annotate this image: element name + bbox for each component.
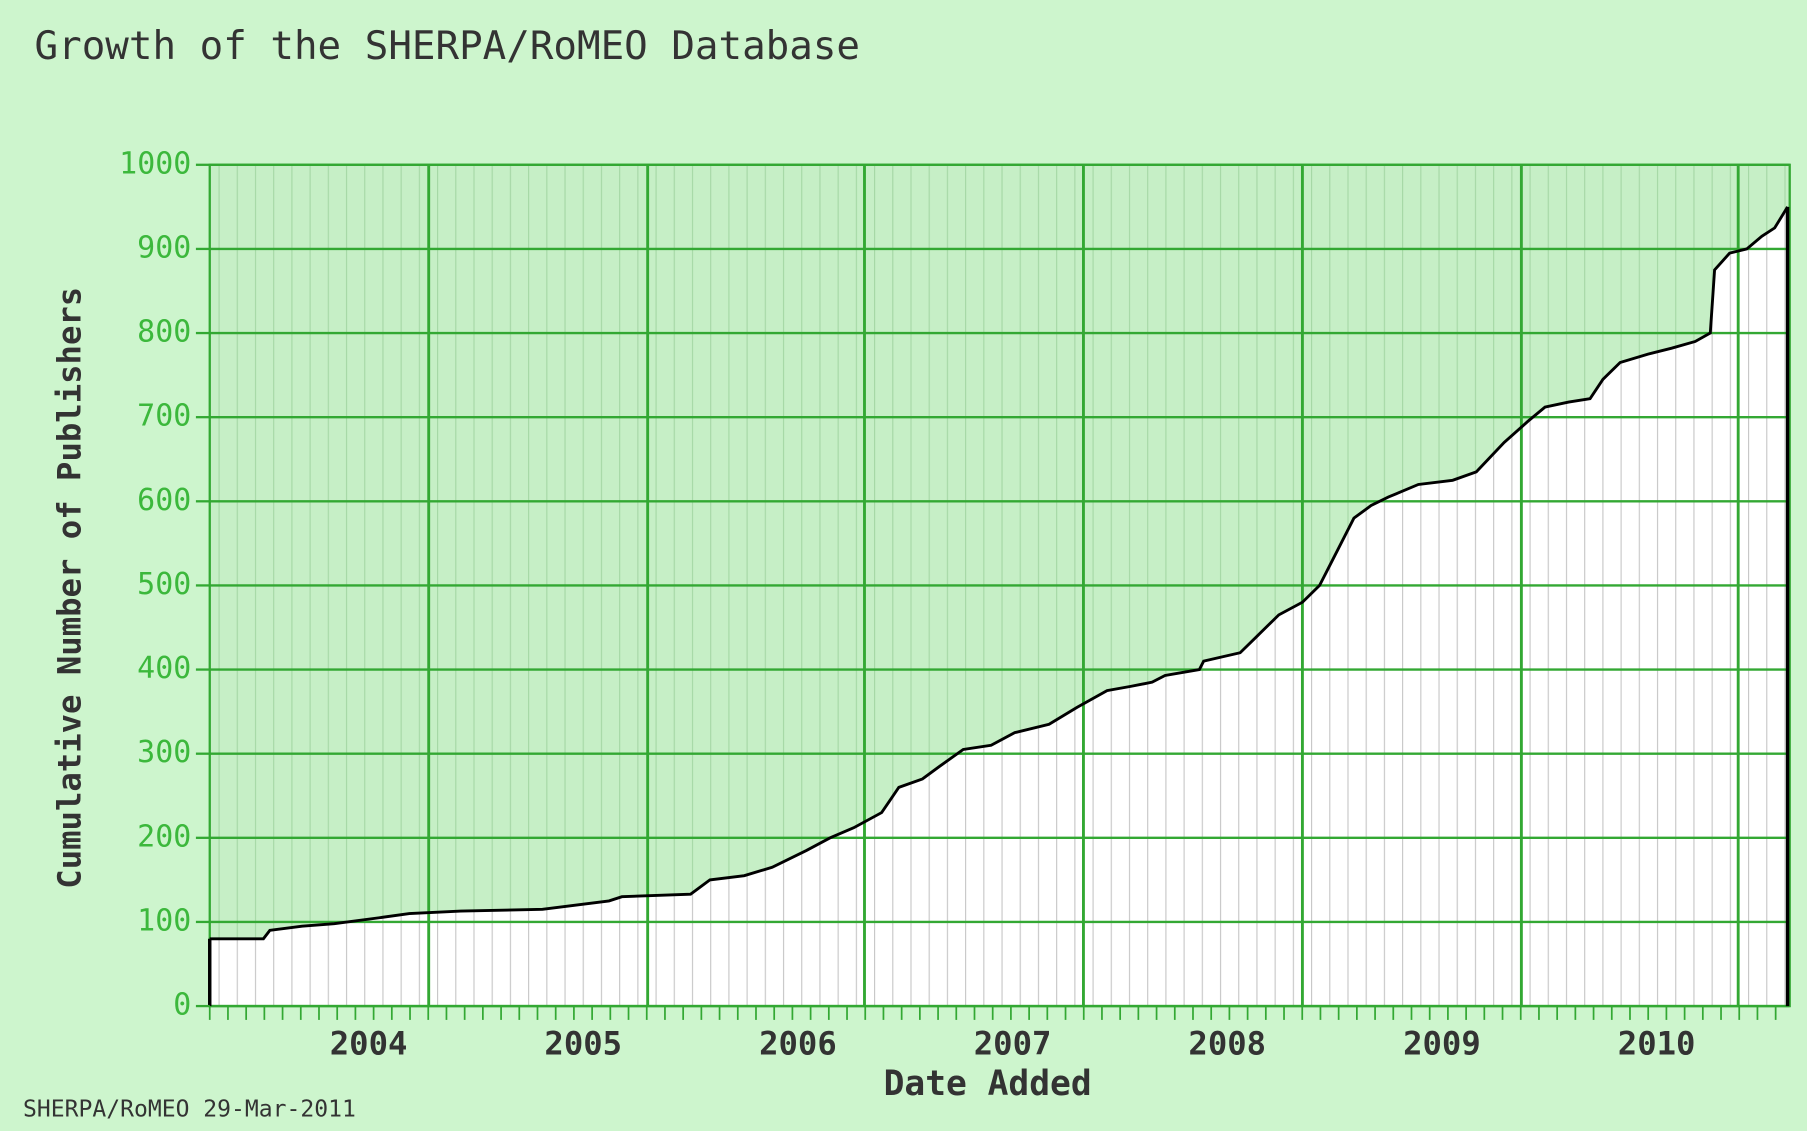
- y-tick-label: 800: [137, 315, 191, 350]
- x-axis-label: Date Added: [884, 1064, 1092, 1104]
- y-tick-label: 900: [137, 230, 191, 265]
- y-tick-label: 400: [137, 651, 191, 686]
- y-tick-label: 600: [137, 483, 191, 518]
- x-tick-label: 2006: [759, 1024, 837, 1062]
- x-tick-label: 2009: [1403, 1024, 1481, 1062]
- x-tick-label: 2007: [974, 1024, 1052, 1062]
- y-tick-label: 1000: [119, 146, 191, 181]
- y-tick-label: 500: [137, 567, 191, 602]
- x-tick-label: 2008: [1188, 1024, 1266, 1062]
- x-tick-label: 2004: [330, 1024, 408, 1062]
- chart-title: Growth of the SHERPA/RoMEO Database: [35, 24, 860, 69]
- y-tick-label: 300: [137, 735, 191, 770]
- x-tick-label: 2010: [1618, 1024, 1696, 1062]
- plot-area: 0 100 200 300 400 500 600 700 800 900 1000 2004 2005…: [119, 146, 1791, 1062]
- y-tick-label: 100: [137, 903, 191, 938]
- x-tick-label: 2005: [544, 1024, 622, 1062]
- area: [209, 206, 1788, 1007]
- y-tick-label: 200: [137, 819, 191, 854]
- y-axis-label: Cumulative Number of Publishers: [50, 287, 88, 889]
- footer: SHERPA/RoMEO 29-Mar-2011: [23, 1096, 356, 1122]
- y-tick-label: 700: [137, 399, 191, 434]
- y-tick-label: 0: [173, 988, 191, 1023]
- line: [209, 206, 1789, 941]
